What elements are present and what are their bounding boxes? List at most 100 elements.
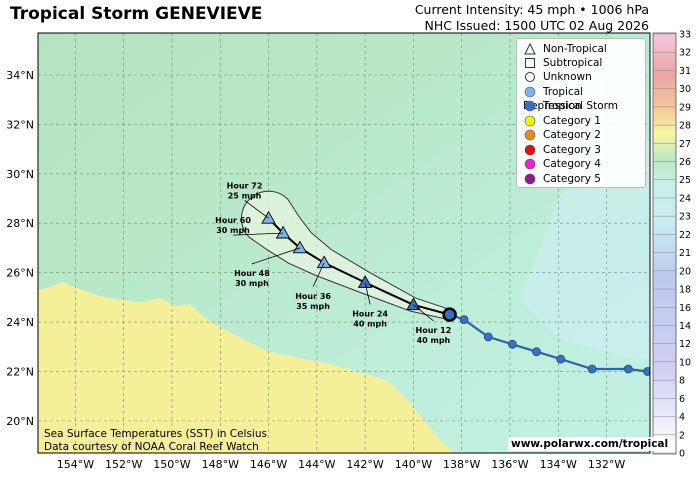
colorbar-tick-label: 23: [679, 212, 691, 223]
legend-label: Subtropical: [543, 57, 603, 69]
data-credit: Sea Surface Temperatures (SST) in Celsiu…: [44, 428, 267, 454]
category-4-icon: [524, 158, 536, 170]
colorbar-tick-label: 10: [679, 357, 691, 368]
lat-label: 24°N: [6, 316, 34, 329]
colorbar-tick-label: 18: [679, 285, 691, 296]
latitude-labels: 20°N 22°N 24°N 26°N 28°N 30°N 32°N 34°N: [6, 69, 34, 428]
colorbar-tick-label: 0: [679, 449, 685, 460]
forecast-wind-label: 35 mph: [296, 302, 330, 311]
lat-label: 28°N: [6, 217, 34, 230]
legend-label: Category 3: [543, 144, 601, 156]
cool-sst-region: [520, 140, 650, 360]
tropical-depression-icon: [524, 86, 536, 98]
category-3-icon: [524, 144, 536, 156]
category-1-icon: [524, 115, 536, 127]
lon-label: 138°W: [443, 458, 480, 471]
past-track-point: [623, 364, 633, 374]
colorbar-tick-label: 14: [679, 321, 691, 332]
colorbar-tick-label: 33: [679, 30, 691, 41]
category-2-icon: [524, 129, 536, 141]
storm-title: Tropical Storm GENEVIEVE: [10, 4, 263, 24]
colorbar-ticks: 0246810121416182021222324252627282930313…: [653, 30, 691, 460]
lon-label: 140°W: [395, 458, 432, 471]
map-border: [37, 32, 651, 454]
legend-item-tropical-storm: Tropical Storm: [523, 99, 618, 113]
legend-item-category-1: Category 1: [523, 114, 601, 128]
forecast-point-marker: [316, 255, 332, 269]
colorbar-bar: [652, 32, 677, 455]
colorbar-tick-label: 2: [679, 430, 685, 441]
website-link[interactable]: www.polarwx.com/tropical: [508, 437, 672, 451]
legend-label: Tropical Storm: [543, 100, 618, 112]
forecast-wind-label: 25 mph: [228, 191, 262, 200]
forecast-hour-label: Hour 60: [215, 216, 251, 225]
lon-label: 150°W: [153, 458, 190, 471]
colorbar-tick-label: 16: [679, 303, 691, 314]
legend-item-non-tropical: Non-Tropical: [523, 42, 607, 56]
storm-info: Current Intensity: 45 mph • 1006 hPa NHC…: [415, 2, 649, 34]
credit-line-source: Data courtesy of NOAA Coral Reef Watch: [44, 441, 259, 453]
colorbar-tick-label: 29: [679, 102, 691, 113]
current-intensity: Current Intensity: 45 mph • 1006 hPa: [414, 2, 649, 17]
colorbar-tick-label: 22: [679, 230, 691, 241]
legend-item-category-3: Category 3: [523, 143, 601, 157]
lat-label: 22°N: [6, 365, 34, 378]
forecast-hour-label: Hour 36: [295, 292, 331, 301]
sst-colorbar: 0246810121416182021222324252627282930313…: [652, 30, 691, 460]
legend-label: Category 2: [543, 129, 601, 141]
forecast-wind-label: 40 mph: [353, 320, 387, 329]
legend-label: Non-Tropical: [543, 43, 607, 55]
triangle-outline-icon: [524, 42, 536, 55]
colorbar-tick-label: 8: [679, 376, 685, 387]
lat-label: 30°N: [6, 168, 34, 181]
past-track-point: [643, 367, 650, 376]
lat-label: 32°N: [6, 118, 34, 131]
category-5-icon: [524, 173, 536, 185]
legend-label: Category 1: [543, 115, 601, 127]
forecast-label-leader: [413, 304, 434, 322]
lat-label: 34°N: [6, 69, 34, 82]
forecast-label-leader: [233, 232, 284, 236]
colorbar-tick-label: 24: [679, 193, 691, 204]
longitude-labels: 154°W 152°W 150°W 148°W 146°W 144°W 142°W 140°W…: [57, 458, 626, 471]
forecast-points: [261, 210, 421, 311]
past-track-point: [587, 364, 597, 374]
colorbar-tick-label: 30: [679, 84, 691, 95]
legend-label: Category 4: [543, 158, 601, 170]
lon-label: 152°W: [105, 458, 142, 471]
forecast-label-leader: [251, 247, 301, 265]
colorbar-tick-label: 28: [679, 121, 691, 132]
lon-label: 154°W: [57, 458, 94, 471]
lat-label: 20°N: [6, 415, 34, 428]
lon-label: 134°W: [540, 458, 577, 471]
colorbar-tick-label: 21: [679, 248, 691, 259]
forecast-wind-label: 30 mph: [235, 279, 269, 288]
issued-time: NHC Issued: 1500 UTC 02 Aug 2026: [424, 18, 649, 33]
forecast-hour-label: Hour 48: [234, 269, 270, 278]
forecast-wind-label: 40 mph: [417, 336, 451, 345]
lat-label: 26°N: [6, 267, 34, 280]
past-track-points: [459, 315, 650, 376]
lon-label: 132°W: [588, 458, 625, 471]
forecast-hour-label: Hour 12: [416, 326, 452, 335]
forecast-point-marker: [406, 297, 421, 311]
legend-label: Unknown: [543, 71, 592, 83]
colorbar-tick-label: 25: [679, 175, 691, 186]
legend-item-subtropical: Subtropical: [523, 56, 602, 70]
lon-label: 144°W: [298, 458, 335, 471]
legend-item-tropical-depression: Tropical Depression: [523, 85, 645, 112]
square-outline-icon: [525, 58, 535, 68]
storm-legend: Non-Tropical Subtropical Unknown Tropica…: [516, 38, 646, 188]
forecast-label-leader: [244, 199, 269, 219]
legend-label: Category 5: [543, 173, 601, 185]
tropical-storm-icon: [524, 100, 536, 112]
colorbar-tick-label: 26: [679, 157, 691, 168]
colorbar-tick-label: 6: [679, 394, 685, 405]
colorbar-tick-label: 12: [679, 339, 691, 350]
past-track-point: [556, 354, 566, 364]
colorbar-tick-label: 31: [679, 66, 691, 77]
legend-item-unknown: Unknown: [523, 70, 592, 84]
forecast-label-leader: [312, 262, 325, 287]
forecast-point-marker: [357, 275, 373, 288]
